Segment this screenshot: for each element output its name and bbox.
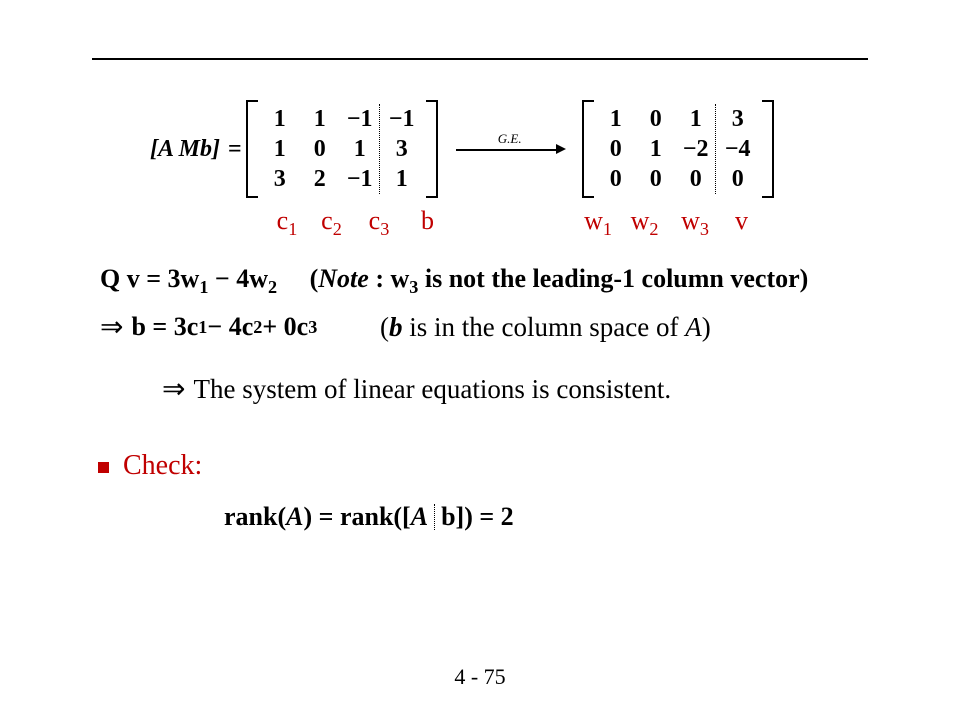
equals-sign: = bbox=[228, 136, 242, 163]
right-column-labels: w1 w2 w3 v bbox=[578, 206, 758, 240]
note-text: is in the column space of bbox=[403, 312, 686, 342]
cell: 0 bbox=[676, 166, 716, 193]
bracket-left-icon bbox=[582, 100, 594, 198]
page-number: 4 - 75 bbox=[0, 664, 960, 690]
augmentation-divider bbox=[379, 104, 380, 194]
augmentation-divider bbox=[715, 104, 716, 194]
col-label-sub: 1 bbox=[603, 219, 612, 240]
cell: −4 bbox=[716, 136, 760, 163]
col-label-sub: 1 bbox=[288, 219, 297, 240]
bullet-icon bbox=[98, 462, 109, 473]
col-label: c bbox=[277, 206, 289, 236]
bracket-right-icon bbox=[426, 100, 438, 198]
gaussian-elimination-arrow: G.E. bbox=[450, 129, 570, 169]
cell: −1 bbox=[380, 106, 424, 133]
arrow-head-icon bbox=[556, 144, 566, 154]
cell: 0 bbox=[636, 106, 676, 133]
cell: 3 bbox=[380, 136, 424, 163]
col-label: v bbox=[735, 206, 748, 236]
consistency-text: The system of linear equations is consis… bbox=[193, 374, 671, 405]
rank-A: A bbox=[286, 502, 303, 532]
col-label: w bbox=[631, 206, 650, 236]
sub-3: 3 bbox=[409, 277, 418, 297]
rank-p2: ) = rank([ bbox=[303, 502, 410, 532]
cell: 3 bbox=[260, 166, 300, 193]
left-matrix-body: 1 1 −1 −1 1 0 1 3 3 2 −1 1 bbox=[258, 100, 426, 198]
rank-p1: rank( bbox=[224, 502, 286, 532]
b-eq-part: b = 3c bbox=[131, 312, 198, 342]
cell: −1 bbox=[340, 106, 380, 133]
cell: 1 bbox=[340, 136, 380, 163]
col-label-sub: 3 bbox=[700, 219, 709, 240]
cell: 2 bbox=[300, 166, 340, 193]
col-label-sub: 2 bbox=[649, 219, 658, 240]
A-symbol: A bbox=[685, 312, 702, 342]
bracket-left-icon bbox=[246, 100, 258, 198]
cell: 1 bbox=[260, 136, 300, 163]
rank-b: b bbox=[441, 502, 455, 532]
cell: 0 bbox=[636, 166, 676, 193]
paren-close: ) bbox=[702, 312, 711, 342]
b-eq-part: − 4c bbox=[207, 312, 253, 342]
col-label: b bbox=[421, 206, 434, 236]
right-matrix: 1 0 1 3 0 1 −2 −4 0 0 0 0 bbox=[582, 100, 774, 198]
implies-icon: ⇒ bbox=[100, 310, 123, 344]
cell: 0 bbox=[596, 136, 636, 163]
check-heading: Check: bbox=[98, 450, 202, 482]
note-tail: is not the leading-1 column vector) bbox=[418, 264, 808, 293]
arrow-line-icon bbox=[456, 149, 558, 151]
note-open: ( bbox=[310, 264, 319, 293]
paren-open: ( bbox=[380, 312, 389, 342]
col-label-sub: 2 bbox=[333, 219, 342, 240]
col-label: c bbox=[369, 206, 381, 236]
column-space-note: (b is in the column space of A) bbox=[380, 312, 711, 343]
cell: 0 bbox=[716, 166, 760, 193]
v-eq-part: Q v = 3w bbox=[100, 264, 199, 293]
aug-divider-icon bbox=[434, 504, 435, 530]
sub-2: 2 bbox=[253, 317, 262, 338]
rank-A2: A bbox=[411, 502, 428, 532]
arrow-label: G.E. bbox=[450, 131, 570, 147]
v-equation-line: Q v = 3w1 − 4w2 (Note : w3 is not the le… bbox=[100, 264, 808, 298]
top-horizontal-rule bbox=[92, 58, 868, 60]
cell: 0 bbox=[300, 136, 340, 163]
slide-page: [A Mb] = 1 1 −1 −1 1 0 1 3 3 bbox=[0, 0, 960, 720]
col-label: c bbox=[321, 206, 333, 236]
left-column-labels: c1 c2 c3 b bbox=[268, 206, 448, 240]
rank-equation: rank(A) = rank([Ab]) = 2 bbox=[224, 502, 514, 532]
sub-3: 3 bbox=[308, 317, 317, 338]
b-symbol: b bbox=[389, 312, 403, 342]
sub-1: 1 bbox=[198, 317, 207, 338]
cell: −1 bbox=[340, 166, 380, 193]
cell: 1 bbox=[380, 166, 424, 193]
v-note: (Note : w3 is not the leading-1 column v… bbox=[310, 264, 809, 293]
augmented-matrix-label: [A Mb] bbox=[150, 136, 220, 163]
cell: 1 bbox=[300, 106, 340, 133]
rank-p3: ]) = 2 bbox=[456, 502, 514, 532]
col-label: w bbox=[584, 206, 603, 236]
b-equation-line: ⇒ b = 3c1 − 4c2 + 0c3 bbox=[100, 310, 317, 344]
v-eq-part: − 4w bbox=[208, 264, 268, 293]
consistency-line: ⇒ The system of linear equations is cons… bbox=[162, 372, 671, 406]
cell: 1 bbox=[676, 106, 716, 133]
cell: −2 bbox=[676, 136, 716, 163]
matrix-equation-row: [A Mb] = 1 1 −1 −1 1 0 1 3 3 bbox=[150, 100, 774, 198]
col-label-sub: 3 bbox=[380, 219, 389, 240]
note-italic: Note bbox=[318, 264, 369, 293]
cell: 1 bbox=[596, 106, 636, 133]
implies-icon: ⇒ bbox=[162, 372, 185, 406]
cell: 1 bbox=[260, 106, 300, 133]
cell: 1 bbox=[636, 136, 676, 163]
b-eq-part: + 0c bbox=[262, 312, 308, 342]
col-label: w bbox=[681, 206, 700, 236]
bracket-right-icon bbox=[762, 100, 774, 198]
cell: 0 bbox=[596, 166, 636, 193]
sub-2: 2 bbox=[268, 277, 277, 297]
cell: 3 bbox=[716, 106, 760, 133]
check-label: Check: bbox=[123, 450, 202, 482]
note-rest: : w bbox=[369, 264, 409, 293]
right-matrix-body: 1 0 1 3 0 1 −2 −4 0 0 0 0 bbox=[594, 100, 762, 198]
left-matrix: 1 1 −1 −1 1 0 1 3 3 2 −1 1 bbox=[246, 100, 438, 198]
